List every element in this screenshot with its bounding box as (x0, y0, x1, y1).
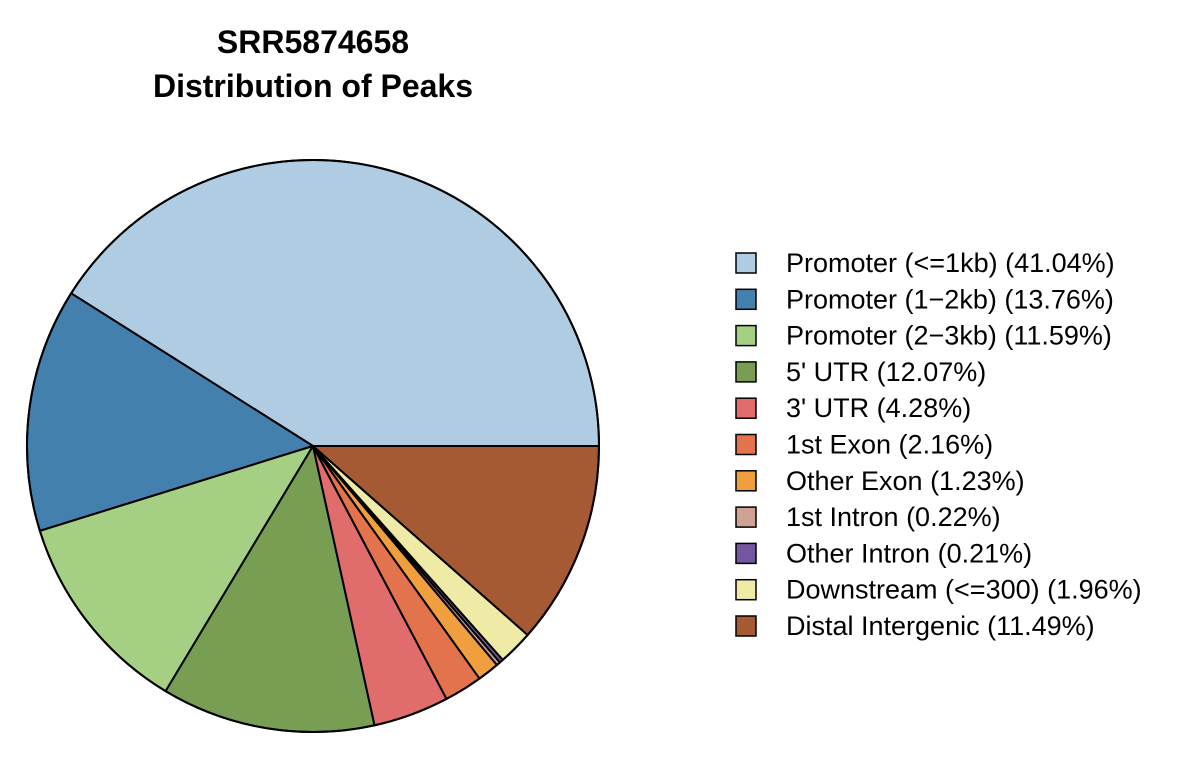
legend-label: Other Exon (1.23%) (786, 466, 1025, 496)
legend-label: Promoter (<=1kb) (41.04%) (786, 248, 1115, 278)
legend-swatch (735, 397, 757, 419)
legend-label: 1st Exon (2.16%) (786, 430, 993, 460)
legend-item: 1st Intron (0.22%) (735, 502, 1001, 532)
chart-title-line-2: Distribution of Peaks (153, 68, 473, 104)
legend-label: Distal Intergenic (11.49%) (786, 611, 1095, 641)
legend-swatch (735, 288, 757, 311)
legend-item: Other Intron (0.21%) (735, 538, 1032, 568)
legend-item: 5' UTR (12.07%) (735, 357, 986, 387)
legend-swatch (735, 506, 757, 528)
legend-label: Other Intron (0.21%) (786, 538, 1032, 568)
legend-item: Promoter (<=1kb) (41.04%) (735, 248, 1115, 278)
legend-swatch (735, 470, 757, 492)
legend-item: Other Exon (1.23%) (735, 466, 1025, 496)
legend-swatch (735, 361, 757, 383)
legend-swatch (735, 252, 757, 274)
chart-title-line-1: SRR5874658 (217, 24, 409, 60)
legend-item: Distal Intergenic (11.49%) (735, 611, 1095, 641)
legend-item: Promoter (1−2kb) (13.76%) (735, 284, 1114, 314)
legend-swatch (735, 433, 757, 456)
legend-swatch (735, 324, 757, 347)
legend-label: 1st Intron (0.22%) (786, 502, 1001, 532)
legend-item: 1st Exon (2.16%) (735, 430, 993, 460)
chart-title: SRR5874658 Distribution of Peaks (153, 24, 473, 104)
legend-label: Downstream (<=300) (1.96%) (786, 575, 1142, 605)
legend-label: 3' UTR (4.28%) (786, 393, 971, 423)
legend-item: Downstream (<=300) (1.96%) (735, 575, 1142, 605)
legend-swatch (735, 542, 757, 565)
legend-swatch (735, 615, 757, 637)
legend: Promoter (<=1kb) (41.04%) Promoter (1−2kb… (735, 248, 1142, 641)
legend-item: 3' UTR (4.28%) (735, 393, 971, 423)
legend-item: Promoter (2−3kb) (11.59%) (735, 321, 1112, 351)
legend-label: Promoter (2−3kb) (11.59%) (786, 321, 1112, 351)
legend-label: Promoter (1−2kb) (13.76%) (786, 284, 1114, 314)
legend-swatch (735, 578, 757, 601)
pie (26, 159, 600, 733)
legend-label: 5' UTR (12.07%) (786, 357, 986, 387)
pie-outline (26, 159, 600, 733)
